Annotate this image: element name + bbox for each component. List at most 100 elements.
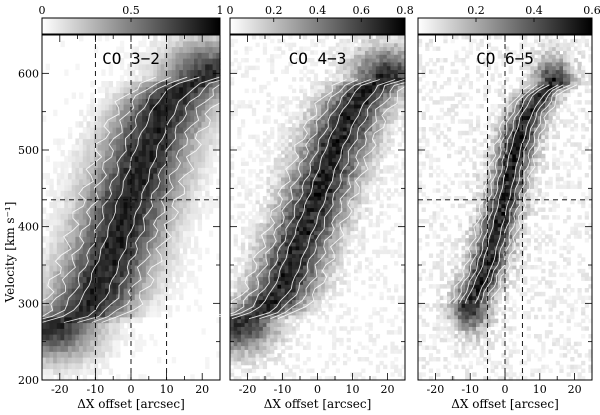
intensity-pixel bbox=[266, 314, 271, 320]
intensity-pixel bbox=[240, 288, 246, 293]
intensity-pixel bbox=[383, 176, 388, 182]
intensity-pixel bbox=[53, 161, 58, 168]
intensity-pixel bbox=[182, 75, 188, 82]
intensity-pixel bbox=[190, 219, 195, 226]
intensity-pixel bbox=[310, 130, 315, 136]
intensity-pixel bbox=[266, 337, 271, 343]
intensity-pixel bbox=[45, 219, 51, 226]
intensity-pixel bbox=[262, 130, 268, 136]
intensity-pixel bbox=[93, 282, 99, 289]
intensity-pixel bbox=[270, 104, 275, 109]
intensity-pixel bbox=[101, 190, 106, 197]
intensity-pixel bbox=[353, 35, 359, 40]
intensity-pixel bbox=[299, 184, 304, 189]
intensity-pixel bbox=[82, 253, 88, 260]
intensity-pixel bbox=[291, 257, 297, 262]
intensity-pixel bbox=[86, 339, 91, 347]
intensity-pixel bbox=[179, 127, 184, 134]
intensity-pixel bbox=[317, 280, 322, 285]
intensity-pixel bbox=[233, 364, 238, 370]
intensity-pixel bbox=[237, 284, 242, 289]
intensity-pixel bbox=[49, 224, 54, 232]
intensity-pixel bbox=[142, 201, 147, 209]
intensity-pixel bbox=[97, 35, 102, 42]
intensity-pixel bbox=[123, 86, 128, 94]
intensity-pixel bbox=[194, 236, 199, 243]
intensity-pixel bbox=[397, 349, 402, 354]
intensity-pixel bbox=[197, 207, 203, 214]
intensity-pixel bbox=[299, 368, 304, 373]
intensity-pixel bbox=[171, 132, 177, 140]
intensity-pixel bbox=[383, 180, 388, 186]
intensity-pixel bbox=[205, 155, 210, 163]
intensity-pixel bbox=[197, 121, 203, 128]
intensity-pixel bbox=[108, 132, 114, 140]
intensity-pixel bbox=[160, 207, 165, 214]
intensity-pixel bbox=[56, 305, 62, 312]
intensity-pixel bbox=[230, 368, 235, 373]
intensity-pixel bbox=[270, 203, 275, 209]
intensity-pixel bbox=[375, 46, 381, 51]
intensity-pixel bbox=[270, 69, 275, 74]
intensity-pixel bbox=[186, 259, 191, 266]
intensity-pixel bbox=[64, 362, 69, 370]
intensity-pixel bbox=[123, 178, 128, 186]
intensity-pixel bbox=[86, 184, 91, 191]
intensity-pixel bbox=[64, 219, 69, 226]
intensity-pixel bbox=[299, 219, 304, 224]
intensity-pixel bbox=[53, 109, 58, 117]
intensity-pixel bbox=[310, 176, 315, 182]
intensity-pixel bbox=[134, 58, 140, 65]
intensity-pixel bbox=[390, 203, 395, 209]
intensity-pixel bbox=[105, 293, 110, 301]
intensity-pixel bbox=[56, 322, 62, 329]
intensity-pixel bbox=[93, 242, 99, 249]
intensity-pixel bbox=[310, 222, 315, 228]
intensity-pixel bbox=[379, 150, 384, 155]
intensity-pixel bbox=[160, 178, 165, 186]
intensity-pixel bbox=[350, 188, 355, 193]
intensity-pixel bbox=[42, 259, 47, 266]
intensity-pixel bbox=[295, 257, 300, 262]
intensity-pixel bbox=[79, 138, 84, 145]
intensity-pixel bbox=[42, 339, 47, 347]
intensity-pixel bbox=[93, 357, 99, 364]
intensity-pixel bbox=[149, 334, 154, 341]
intensity-pixel bbox=[324, 249, 330, 255]
intensity-pixel bbox=[240, 280, 246, 285]
intensity-pixel bbox=[339, 50, 344, 55]
intensity-pixel bbox=[156, 305, 162, 312]
intensity-pixel bbox=[237, 318, 242, 324]
intensity-pixel bbox=[179, 224, 184, 232]
intensity-pixel bbox=[270, 303, 275, 308]
intensity-pixel bbox=[281, 265, 286, 270]
intensity-pixel bbox=[390, 322, 395, 327]
intensity-pixel bbox=[105, 92, 110, 99]
intensity-pixel bbox=[123, 270, 128, 278]
intensity-pixel bbox=[273, 77, 278, 82]
intensity-pixel bbox=[306, 291, 311, 297]
intensity-pixel bbox=[116, 374, 121, 381]
intensity-pixel bbox=[343, 222, 348, 228]
intensity-pixel bbox=[328, 199, 333, 205]
intensity-pixel bbox=[343, 111, 348, 117]
intensity-pixel bbox=[332, 326, 337, 331]
intensity-pixel bbox=[379, 77, 384, 82]
intensity-pixel bbox=[240, 176, 246, 182]
intensity-pixel bbox=[79, 207, 84, 214]
intensity-pixel bbox=[317, 242, 322, 247]
intensity-pixel bbox=[394, 65, 399, 71]
intensity-pixel bbox=[212, 115, 217, 122]
intensity-pixel bbox=[56, 362, 62, 370]
intensity-pixel bbox=[339, 268, 344, 274]
intensity-pixel bbox=[131, 316, 136, 324]
intensity-pixel bbox=[401, 180, 406, 186]
intensity-pixel bbox=[105, 184, 110, 191]
intensity-pixel bbox=[288, 219, 293, 224]
intensity-pixel bbox=[190, 190, 195, 197]
intensity-pixel bbox=[179, 115, 184, 122]
intensity-pixel bbox=[75, 357, 80, 364]
intensity-pixel bbox=[321, 330, 326, 335]
intensity-pixel bbox=[251, 364, 257, 370]
intensity-pixel bbox=[182, 253, 188, 260]
